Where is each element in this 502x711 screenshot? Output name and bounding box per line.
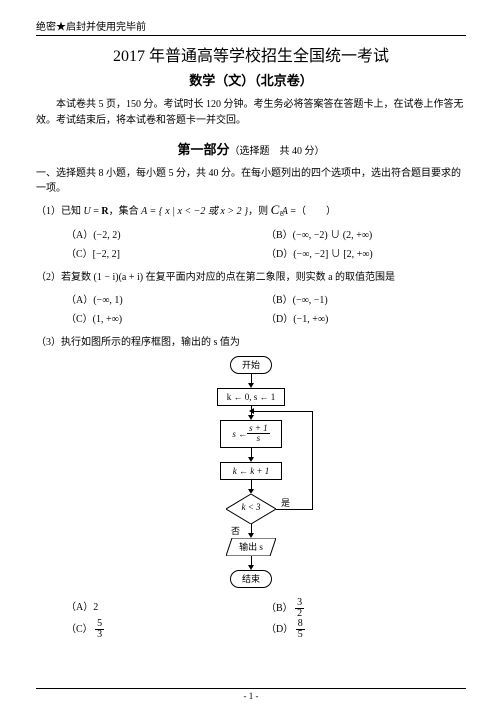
exam-subtitle: 数学（文）（北京卷）: [36, 70, 466, 89]
part-intro: 一、选择题共 8 小题，每小题 5 分，共 40 分。在每小题列出的四个选项中，…: [36, 164, 466, 194]
q1-Csub: U: [280, 209, 285, 220]
q1-optB: （B）(−∞, −2) ∪ (2, +∞): [266, 226, 466, 245]
top-rule: [36, 35, 466, 36]
q1-pre: （1）已知: [36, 206, 81, 217]
q3-optC-num: 5: [95, 619, 104, 630]
fc-cond: k < 3: [226, 502, 276, 512]
confidential-label: 绝密★启封并使用完毕前: [36, 18, 466, 33]
exam-instructions: 本试卷共 5 页，150 分。考试时长 120 分钟。考生务必将答案答在答题卡上…: [36, 97, 466, 129]
q1-complement: CU: [271, 200, 280, 220]
q2-optB: （B）(−∞, −1): [266, 291, 466, 310]
question-1: （1）已知 U = R，集合 A = { x | x < −2 或 x > 2 …: [36, 200, 466, 220]
q3-optD: （D） 85: [266, 619, 466, 640]
q1-then: ，则: [248, 206, 271, 217]
section-main: 第一部分: [177, 142, 229, 157]
q3-optB-label: （B）: [266, 602, 293, 613]
fc-s-den: s: [247, 434, 270, 443]
q1-R: R: [101, 206, 108, 217]
question-3: （3）执行如图所示的程序框图，输出的 s 值为: [36, 335, 466, 350]
q1-tail: =（ ）: [288, 206, 336, 217]
fc-line: [251, 411, 313, 412]
fc-decision: k < 3: [226, 494, 276, 524]
flowchart: 开始 k ← 0, s ← 1 s ← s + 1 s k ← k + 1 k …: [151, 356, 351, 594]
section-sub: （选择题 共 40 分）: [230, 146, 325, 157]
fc-init: k ← 0, s ← 1: [217, 388, 285, 406]
exam-title: 2017 年普通高等学校招生全国统一考试: [36, 42, 466, 66]
q3-optC: （C） 53: [66, 619, 266, 640]
q1-eq: =: [91, 206, 102, 217]
q3-optD-num: 8: [296, 619, 305, 630]
q3-optC-den: 3: [95, 630, 104, 640]
fc-line: [276, 509, 313, 510]
fc-yes: 是: [281, 496, 290, 509]
fc-output-label: 输出 s: [226, 540, 276, 553]
fc-arrow: [248, 565, 254, 570]
fc-assign-k: k ← k + 1: [220, 462, 282, 480]
q1-comma: ，集合: [109, 206, 142, 217]
q3-optB: （B） 32: [266, 598, 466, 619]
page-footer: - 1 -: [36, 688, 466, 701]
q3-optD-den: 5: [296, 630, 305, 640]
q1-C: C: [271, 202, 280, 217]
fc-end: 结束: [230, 570, 272, 588]
fc-assign-s: s ← s + 1 s: [220, 420, 282, 448]
question-2: （2）若复数 (1 − i)(a + i) 在复平面内对应的点在第二象限，则实数…: [36, 270, 466, 285]
q3-optA: （A）2: [66, 598, 266, 619]
q2-optA: （A）(−∞, 1): [66, 291, 266, 310]
q1-options: （A）(−2, 2) （B）(−∞, −2) ∪ (2, +∞) （C）[−2,…: [36, 226, 466, 264]
fc-arrow: [249, 408, 254, 414]
q3-optD-label: （D）: [266, 623, 293, 634]
fc-line: [312, 411, 313, 510]
section-title: 第一部分（选择题 共 40 分）: [36, 139, 466, 158]
q1-set: = { x | x < −2 或 x > 2 }: [147, 206, 248, 217]
page-number: - 1 -: [244, 691, 259, 701]
q2-optD: （D）(−1, +∞): [266, 310, 466, 329]
fc-start: 开始: [230, 356, 272, 374]
q1-optD: （D）(−∞, −2] ∪ [2, +∞): [266, 245, 466, 264]
q2-optC: （C）(1, +∞): [66, 310, 266, 329]
q1-U: U: [84, 206, 91, 217]
fc-s-pre: s ←: [232, 429, 247, 439]
q1-optA: （A）(−2, 2): [66, 226, 266, 245]
q1-optC: （C）[−2, 2]: [66, 245, 266, 264]
q3-options: （A）2 （B） 32 （C） 53 （D） 85: [36, 598, 466, 640]
fc-no: 否: [231, 524, 240, 537]
fc-output: 输出 s: [226, 538, 276, 556]
q3-optC-label: （C）: [66, 623, 93, 634]
q2-options: （A）(−∞, 1) （B）(−∞, −1) （C）(1, +∞) （D）(−1…: [36, 291, 466, 329]
fc-k-text: k ← k + 1: [233, 466, 270, 476]
q3-optB-den: 2: [295, 609, 304, 619]
footer-rule: [36, 688, 466, 689]
q3-optB-num: 3: [295, 598, 304, 609]
